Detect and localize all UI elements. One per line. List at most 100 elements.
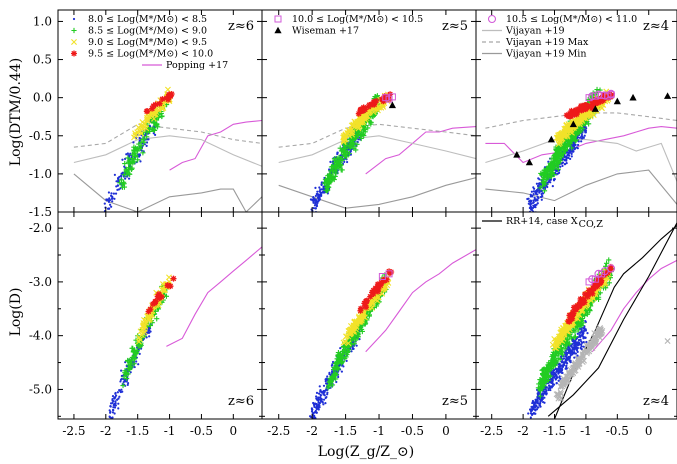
legend-label: Vijayan +19 Max	[505, 37, 589, 48]
data-point	[316, 398, 319, 401]
data-point	[108, 416, 112, 419]
data-point	[603, 260, 610, 266]
data-point	[583, 134, 586, 137]
data-point	[336, 358, 342, 365]
data-point	[547, 135, 555, 143]
data-point	[553, 375, 556, 378]
data-point	[109, 405, 112, 408]
data-point	[127, 177, 131, 180]
data-point	[113, 397, 116, 400]
legend: 8.0 ≤ Log(M*/M⊙) < 8.58.5 ≤ Log(M*/M⊙) <…	[71, 14, 228, 71]
data-point	[310, 407, 313, 410]
data-point	[128, 365, 134, 371]
data-point	[540, 380, 546, 386]
data-point	[572, 363, 579, 370]
data-point	[535, 385, 542, 391]
data-point	[572, 340, 576, 343]
data-point	[322, 389, 325, 393]
data-point	[347, 145, 353, 151]
x-tick-label: -0.5	[190, 424, 213, 438]
data-point	[566, 153, 570, 156]
data-point	[572, 106, 579, 113]
data-point	[593, 280, 600, 287]
data-point	[543, 388, 546, 391]
data-point	[535, 182, 539, 185]
data-point	[576, 346, 579, 349]
data-point	[140, 322, 147, 329]
data-point	[319, 191, 322, 195]
data-point	[588, 342, 595, 349]
data-point	[346, 344, 352, 350]
data-point	[584, 328, 587, 331]
data-point	[569, 351, 572, 354]
data-point	[314, 409, 317, 413]
data-point	[629, 93, 637, 101]
series-4	[378, 270, 393, 281]
data-point	[606, 257, 612, 263]
data-point	[111, 195, 114, 198]
series-3	[143, 91, 175, 115]
data-point	[549, 178, 553, 181]
data-point	[548, 167, 555, 174]
data-point	[540, 198, 543, 201]
data-point	[106, 214, 108, 216]
data-point	[115, 180, 118, 183]
data-point	[153, 133, 157, 136]
data-point	[574, 344, 577, 347]
data-point	[551, 336, 558, 343]
data-point	[561, 364, 564, 368]
data-point	[108, 197, 111, 200]
data-point	[561, 164, 564, 168]
data-point	[328, 379, 334, 385]
data-point	[558, 365, 561, 368]
data-point	[372, 93, 378, 100]
data-point	[354, 141, 360, 147]
data-point	[111, 416, 114, 419]
data-point	[570, 150, 573, 153]
data-point	[543, 396, 546, 399]
data-point	[310, 410, 314, 413]
data-point	[349, 142, 355, 148]
data-point	[545, 184, 548, 187]
redshift-label: z≈4	[643, 394, 669, 409]
data-point	[567, 112, 574, 119]
data-point	[134, 146, 140, 152]
data-point	[569, 145, 575, 151]
data-point	[167, 92, 174, 99]
data-point	[111, 398, 114, 401]
data-point	[313, 402, 317, 405]
data-point	[139, 125, 146, 132]
data-point	[144, 129, 150, 135]
data-point	[560, 369, 564, 372]
data-point	[319, 390, 322, 393]
data-point	[534, 205, 537, 209]
data-point	[357, 305, 364, 312]
data-point	[321, 401, 324, 404]
data-point	[314, 194, 318, 197]
legend-label: 8.0 ≤ Log(M*/M⊙) < 8.5	[88, 14, 207, 25]
data-point	[164, 86, 171, 93]
data-point	[120, 369, 123, 372]
data-point	[547, 387, 550, 390]
legend-label: 9.5 ≤ Log(M*/M⊙) < 10.0	[88, 49, 213, 60]
data-point	[554, 367, 557, 370]
data-point	[339, 359, 345, 365]
data-point	[332, 372, 338, 378]
data-point	[324, 402, 327, 405]
data-point	[571, 111, 578, 118]
data-point	[565, 162, 568, 165]
y-tick-label: -1.0	[29, 167, 52, 181]
data-point	[315, 395, 318, 398]
x-tick-label: 0	[645, 424, 653, 438]
data-point	[557, 329, 564, 336]
data-point	[313, 204, 317, 207]
series-line-7	[73, 173, 262, 212]
data-point	[337, 375, 340, 379]
data-point	[540, 385, 546, 391]
data-point	[576, 299, 583, 306]
data-point	[315, 203, 319, 207]
data-point	[569, 120, 577, 128]
data-point	[565, 364, 568, 367]
data-point	[386, 268, 393, 275]
